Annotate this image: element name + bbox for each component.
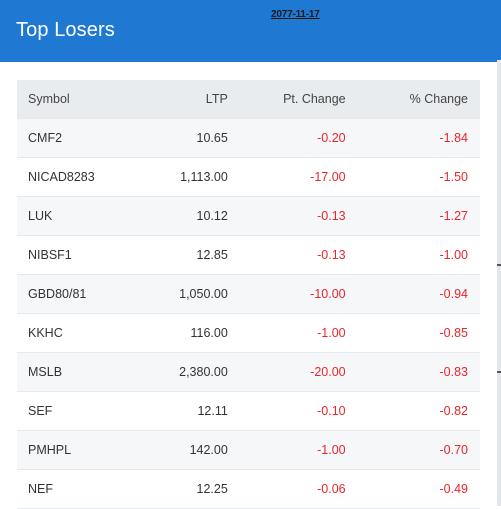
- pt-change-cell: -20.00: [227, 352, 346, 392]
- ltp-cell: 1,113.00: [138, 157, 228, 197]
- panel-title: Top Losers: [16, 19, 115, 41]
- losers-card: Symbol LTP Pt. Change % Change CMF2 10.6…: [0, 62, 497, 509]
- symbol-cell[interactable]: LUK: [17, 196, 139, 236]
- table-row[interactable]: SEF 12.11 -0.10 -0.82: [17, 391, 480, 431]
- pct-change-cell: -0.83: [345, 352, 480, 392]
- pt-change-cell: -10.00: [227, 274, 346, 314]
- symbol-cell[interactable]: CMF2: [17, 118, 139, 158]
- ltp-cell: 2,380.00: [138, 352, 228, 392]
- symbol-cell[interactable]: GBD80/81: [17, 274, 139, 314]
- column-header-symbol[interactable]: Symbol: [17, 80, 139, 119]
- pt-change-cell: -0.06: [227, 469, 346, 509]
- pct-change-cell: -0.70: [345, 430, 480, 470]
- pct-change-cell: -1.27: [345, 196, 480, 236]
- scrollbar-track[interactable]: [497, 60, 501, 506]
- pt-change-cell: -17.00: [227, 157, 346, 197]
- pt-change-cell: -0.13: [227, 196, 346, 236]
- pct-change-cell: -0.82: [345, 391, 480, 431]
- pt-change-cell: -0.10: [227, 391, 346, 431]
- symbol-cell[interactable]: NIBSF1: [17, 235, 139, 275]
- table-row[interactable]: GBD80/81 1,050.00 -10.00 -0.94: [17, 274, 480, 314]
- scrollbar-tick: [497, 371, 501, 373]
- losers-table: Symbol LTP Pt. Change % Change CMF2 10.6…: [17, 80, 480, 509]
- pct-change-cell: -1.50: [345, 157, 480, 197]
- symbol-cell[interactable]: MSLB: [17, 352, 139, 392]
- ltp-cell: 142.00: [138, 430, 228, 470]
- ltp-cell: 10.12: [138, 196, 228, 236]
- pct-change-cell: -0.49: [345, 469, 480, 509]
- column-header-pt-change[interactable]: Pt. Change: [227, 80, 346, 119]
- table-row[interactable]: CMF2 10.65 -0.20 -1.84: [17, 118, 480, 158]
- scrollbar-tick: [497, 264, 501, 266]
- ltp-cell: 1,050.00: [138, 274, 228, 314]
- table-row[interactable]: KKHC 116.00 -1.00 -0.85: [17, 313, 480, 353]
- table-row[interactable]: NICAD8283 1,113.00 -17.00 -1.50: [17, 157, 480, 197]
- column-header-ltp[interactable]: LTP: [138, 80, 228, 119]
- pt-change-cell: -0.13: [227, 235, 346, 275]
- table-header-row: Symbol LTP Pt. Change % Change: [17, 80, 480, 119]
- ltp-cell: 10.65: [138, 118, 228, 158]
- pt-change-cell: -1.00: [227, 313, 346, 353]
- table-row[interactable]: LUK 10.12 -0.13 -1.27: [17, 196, 480, 236]
- pct-change-cell: -1.00: [345, 235, 480, 275]
- ltp-cell: 12.85: [138, 235, 228, 275]
- pct-change-cell: -0.94: [345, 274, 480, 314]
- column-header-pct-change[interactable]: % Change: [345, 80, 480, 119]
- date-link[interactable]: 2077-11-17: [271, 9, 320, 20]
- table-row[interactable]: NIBSF1 12.85 -0.13 -1.00: [17, 235, 480, 275]
- symbol-cell[interactable]: PMHPL: [17, 430, 139, 470]
- pt-change-cell: -1.00: [227, 430, 346, 470]
- table-row[interactable]: PMHPL 142.00 -1.00 -0.70: [17, 430, 480, 470]
- pt-change-cell: -0.20: [227, 118, 346, 158]
- table-row[interactable]: NEF 12.25 -0.06 -0.49: [17, 469, 480, 509]
- pct-change-cell: -1.84: [345, 118, 480, 158]
- symbol-cell[interactable]: SEF: [17, 391, 139, 431]
- ltp-cell: 12.25: [138, 469, 228, 509]
- panel-header: Top Losers 2077-11-17: [0, 0, 501, 62]
- ltp-cell: 116.00: [138, 313, 228, 353]
- symbol-cell[interactable]: NEF: [17, 469, 139, 509]
- ltp-cell: 12.11: [138, 391, 228, 431]
- symbol-cell[interactable]: NICAD8283: [17, 157, 139, 197]
- pct-change-cell: -0.85: [345, 313, 480, 353]
- symbol-cell[interactable]: KKHC: [17, 313, 139, 353]
- table-row[interactable]: MSLB 2,380.00 -20.00 -0.83: [17, 352, 480, 392]
